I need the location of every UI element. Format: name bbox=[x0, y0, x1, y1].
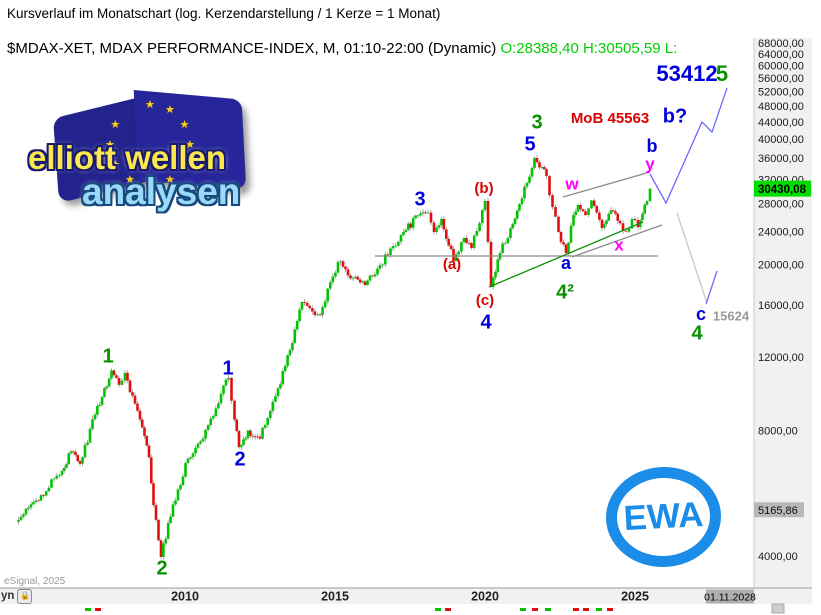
wave-label: 1 bbox=[102, 345, 113, 367]
wave-label: (c) bbox=[476, 292, 494, 309]
bearish-final-leg-line bbox=[705, 270, 718, 305]
overview-mark bbox=[95, 608, 101, 611]
price-tick-label: 48000,00 bbox=[758, 101, 804, 113]
copyright-text: eSignal, 2025 bbox=[4, 576, 66, 587]
ohlc-readout: O:28388,40 H:30505,59 L: bbox=[496, 40, 678, 57]
wave-label: x bbox=[614, 235, 624, 254]
star-icon: ★ bbox=[179, 119, 190, 131]
price-tick-label: 20000,00 bbox=[758, 260, 804, 272]
price-tick-label: 36000,00 bbox=[758, 153, 804, 165]
wave-label: (a) bbox=[443, 256, 461, 273]
overview-mark bbox=[435, 608, 441, 611]
wave-label: 3 bbox=[531, 111, 542, 133]
wave-label: w bbox=[564, 174, 579, 193]
wave-label: 53412 bbox=[656, 61, 717, 86]
overview-mark bbox=[583, 608, 589, 611]
overview-mark bbox=[607, 608, 613, 611]
price-tick-label: 40000,00 bbox=[758, 134, 804, 146]
star-icon: ★ bbox=[179, 159, 190, 171]
elliott-wellen-analysen-logo: ★ ★ ★ ★ ★ ★ ★ ★ ★ ★ ★ elliott wellen analysen bbox=[22, 89, 287, 228]
price-tick-label: 68000,00 bbox=[758, 38, 804, 50]
price-tick-label: 52000,00 bbox=[758, 87, 804, 99]
wave-label: 5 bbox=[524, 133, 535, 155]
year-tick-label: 2015 bbox=[321, 590, 349, 604]
current-price-value: 30430,08 bbox=[758, 184, 807, 196]
lock-icon[interactable]: 🔒 bbox=[17, 588, 33, 604]
current-price-badge bbox=[754, 180, 811, 197]
star-icon: ★ bbox=[185, 139, 195, 151]
price-tick-label: 4000,00 bbox=[758, 551, 798, 563]
time-axis[interactable] bbox=[0, 588, 812, 604]
bullish-path-line bbox=[649, 87, 728, 205]
gray-price-value: 5165,86 bbox=[758, 505, 798, 517]
star-icon: ★ bbox=[165, 173, 175, 186]
logo-text-line2: analysen bbox=[82, 171, 241, 212]
price-tick-label: 12000,00 bbox=[758, 352, 804, 364]
star-icon: ★ bbox=[110, 159, 121, 171]
wave-label: y bbox=[645, 154, 655, 173]
star-icon: ★ bbox=[125, 173, 135, 186]
price-tick-label: 28000,00 bbox=[758, 199, 804, 211]
wave-label: b bbox=[647, 136, 658, 156]
overview-mark bbox=[85, 608, 91, 611]
end-date-label: 01.11.2028 bbox=[704, 592, 756, 604]
wave-label: 1 bbox=[222, 357, 233, 379]
overview-mark bbox=[445, 608, 451, 611]
wave-label: (b) bbox=[474, 180, 493, 197]
bearish-path-line bbox=[676, 212, 708, 304]
logo-text-line1: elliott wellen bbox=[28, 139, 227, 176]
axis-lock-label: yn bbox=[1, 590, 15, 602]
price-tick-label: 56000,00 bbox=[758, 73, 804, 85]
price-tick-label: 16000,00 bbox=[758, 300, 804, 312]
page-title: Kursverlauf im Monatschart (log. Kerzend… bbox=[7, 6, 441, 21]
wave-label: 2 bbox=[234, 448, 245, 470]
overview-mark bbox=[596, 608, 602, 611]
star-icon: ★ bbox=[165, 104, 175, 117]
wave-label: a bbox=[561, 253, 572, 273]
wave-label: c bbox=[696, 304, 706, 324]
overview-mark bbox=[532, 608, 538, 611]
price-tick-label: 24000,00 bbox=[758, 227, 804, 239]
end-date-badge bbox=[706, 589, 754, 604]
wave-label: 4 bbox=[691, 322, 703, 344]
price-axis[interactable] bbox=[754, 38, 812, 588]
overview-mark bbox=[520, 608, 526, 611]
year-tick-label: 2010 bbox=[171, 590, 199, 604]
price-tick-label: 44000,00 bbox=[758, 117, 804, 129]
star-icon: ★ bbox=[145, 99, 155, 111]
price-tick-label: 8000,00 bbox=[758, 426, 798, 438]
overview-mark bbox=[573, 608, 579, 611]
year-tick-label: 2020 bbox=[471, 590, 499, 604]
channel-lower-line bbox=[571, 224, 663, 258]
wave-label: 4² bbox=[556, 281, 574, 303]
ewa-watermark-text: EWA bbox=[622, 494, 705, 539]
wave-label: 5 bbox=[716, 61, 728, 86]
green-support-line bbox=[488, 221, 644, 288]
gray-price-badge bbox=[754, 502, 804, 518]
axis-lock-button[interactable]: yn 🔒 bbox=[1, 588, 33, 604]
star-icon: ★ bbox=[145, 179, 155, 191]
star-icon: ★ bbox=[110, 119, 121, 131]
wave-label: 3 bbox=[414, 188, 425, 210]
overview-mark bbox=[545, 608, 551, 611]
wave-label: 4 bbox=[480, 311, 492, 333]
chart-header: $MDAX-XET, MDAX PERFORMANCE-INDEX, M, 01… bbox=[7, 40, 677, 57]
wave-label: b? bbox=[663, 105, 687, 127]
wave-label: 2 bbox=[156, 557, 167, 579]
wave-label: MoB 45563 bbox=[571, 110, 649, 127]
candles bbox=[17, 154, 652, 560]
scrollbar-stub[interactable] bbox=[771, 603, 785, 614]
channel-upper-line bbox=[562, 171, 651, 198]
price-tick-label: 60000,00 bbox=[758, 61, 804, 73]
star-icon: ★ bbox=[105, 139, 115, 151]
wave-label: 15624 bbox=[713, 308, 750, 323]
price-tick-label: 64000,00 bbox=[758, 49, 804, 61]
symbol-info: $MDAX-XET, MDAX PERFORMANCE-INDEX, M, 01… bbox=[7, 40, 497, 57]
year-tick-label: 2025 bbox=[621, 590, 649, 604]
